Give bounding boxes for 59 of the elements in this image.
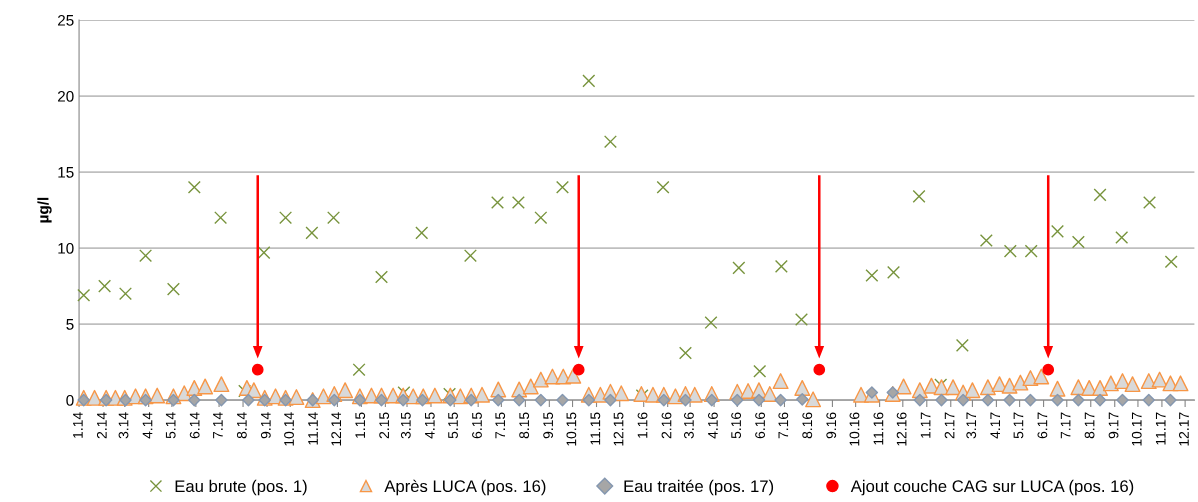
legend-label: Ajout couche CAG sur LUCA (pos. 16) <box>850 479 1134 496</box>
x-tick-label: 12.15 <box>613 412 624 446</box>
x-tick-label: 4.16 <box>707 412 718 439</box>
x-tick-label: 7.17 <box>1060 412 1071 439</box>
x-tick-label: 5.16 <box>731 412 742 439</box>
y-tick-label: 10 <box>58 242 74 254</box>
x-tick-label: 3.15 <box>400 412 411 439</box>
y-tick-label: 5 <box>66 319 74 330</box>
x-tick-label: 2.16 <box>661 412 672 439</box>
y-tick-label: 20 <box>57 90 74 102</box>
x-tick-label: 7.15 <box>495 412 506 439</box>
x-tick-label: 1.17 <box>920 412 931 438</box>
x-tick-label: 10.16 <box>849 412 860 446</box>
x-tick-label: 8.14 <box>236 412 247 439</box>
y-tick-label: 25 <box>57 14 74 26</box>
x-tick-label: 2.17 <box>944 412 955 439</box>
x-tick-label: 5.15 <box>448 412 458 439</box>
x-tick-label: 2.14 <box>96 412 107 439</box>
x-tick-label: 4.14 <box>142 412 153 439</box>
x-tick-label: 12.14 <box>331 412 341 446</box>
y-tick-label: 0 <box>66 394 74 406</box>
legend-label: Après LUCA (pos. 16) <box>384 479 546 496</box>
x-tick-label: 7.14 <box>213 412 223 439</box>
x-tick-label: 5.14 <box>165 412 176 439</box>
x-tick-label: 1.14 <box>73 412 83 438</box>
x-tick-label: 4.17 <box>990 412 1000 439</box>
legend-label: Eau traitée (pos. 17) <box>624 479 774 496</box>
x-tick-label: 8.15 <box>519 412 530 439</box>
x-tick-label: 10.14 <box>284 412 294 446</box>
x-tick-label: 5.17 <box>1013 412 1024 439</box>
x-tick-label: 3.14 <box>118 412 129 439</box>
x-tick-label: 6.14 <box>189 412 200 439</box>
y-axis-title: µg/l <box>37 197 52 223</box>
x-tick-label: 11.15 <box>590 412 601 445</box>
x-tick-label: 11.16 <box>873 412 884 445</box>
x-tick-label: 9.16 <box>826 412 837 439</box>
x-tick-label: 2.15 <box>379 412 390 439</box>
x-tick-label: 3.16 <box>684 412 694 439</box>
x-tick-label: 11.17 <box>1155 412 1166 445</box>
x-tick-label: 6.17 <box>1037 412 1048 439</box>
x-tick-label: 4.15 <box>425 412 435 439</box>
x-tick-label: 12.16 <box>896 412 907 446</box>
x-tick-label: 11.14 <box>308 412 318 445</box>
x-tick-label: 6.15 <box>472 412 482 439</box>
x-tick-label: 3.17 <box>966 412 977 439</box>
x-tick-label: 9.17 <box>1108 412 1119 439</box>
legend-label: Eau brute (pos. 1) <box>175 479 307 496</box>
x-tick-label: 1.16 <box>637 412 648 438</box>
y-tick-label: 15 <box>58 167 74 178</box>
x-tick-label: 1.15 <box>355 412 366 438</box>
x-tick-label: 10.17 <box>1131 412 1142 446</box>
x-tick-label: 8.17 <box>1084 412 1095 439</box>
x-tick-label: 8.16 <box>802 412 813 439</box>
x-tick-label: 9.15 <box>543 412 554 439</box>
x-tick-label: 12.17 <box>1179 412 1189 446</box>
x-tick-label: 9.14 <box>260 412 271 439</box>
x-tick-label: 7.16 <box>778 412 789 439</box>
x-tick-label: 10.15 <box>566 412 577 446</box>
x-tick-label: 6.16 <box>755 412 765 439</box>
